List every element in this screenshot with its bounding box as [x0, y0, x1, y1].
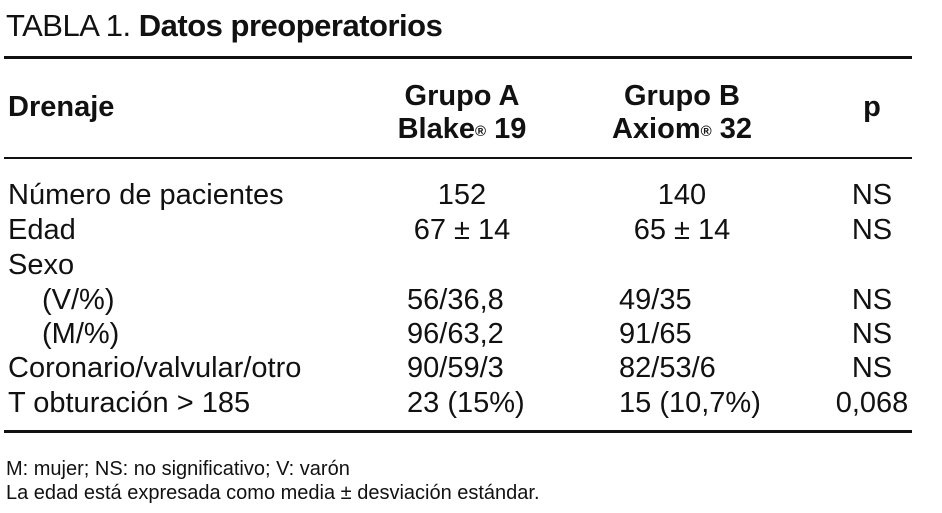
header-p: p	[863, 91, 881, 123]
row-value-a: 152	[437, 179, 487, 211]
row-value-a: 56/36,8	[407, 284, 504, 316]
row-label: (M/%)	[42, 318, 120, 350]
header-group-b-num: 32	[719, 113, 753, 145]
top-rule	[4, 56, 912, 59]
header-group-b-line1: Grupo B	[624, 80, 740, 112]
row-value-b: 65 ± 14	[633, 214, 731, 246]
header-group-b-brand: Axiom	[611, 113, 701, 145]
row-value-p: NS	[851, 214, 893, 246]
row-label: T obturación > 185	[8, 387, 251, 419]
footnote: M: mujer; NS: no significativo; V: varón	[6, 458, 350, 480]
header-group-a-line1: Grupo A	[404, 80, 520, 112]
row-value-a: 67 ± 14	[413, 214, 511, 246]
row-value-b: 82/53/6	[619, 352, 716, 384]
row-label: Coronario/valvular/otro	[8, 352, 302, 384]
header-rule	[4, 157, 912, 159]
row-value-a: 23 (15%)	[407, 387, 525, 419]
header-drenaje: Drenaje	[8, 91, 115, 123]
row-value-p: 0,068	[835, 387, 909, 419]
row-value-b: 15 (10,7%)	[619, 387, 761, 419]
row-value-p: NS	[851, 179, 893, 211]
row-value-a: 90/59/3	[407, 352, 504, 384]
row-value-b: 91/65	[619, 318, 692, 350]
row-label: Sexo	[8, 249, 75, 281]
registered-mark-a: ®	[475, 123, 487, 140]
row-value-p: NS	[851, 352, 893, 384]
row-value-a: 96/63,2	[407, 318, 504, 350]
row-value-b: 49/35	[619, 284, 692, 316]
registered-mark-b: ®	[700, 123, 712, 140]
row-value-p: NS	[851, 284, 893, 316]
header-group-a: Grupo A Blake® 19	[372, 80, 552, 146]
row-value-p: NS	[851, 318, 893, 350]
row-value-b: 140	[657, 179, 707, 211]
table-number: TABLA 1.	[6, 8, 131, 43]
header-group-b: Grupo B Axiom® 32	[592, 80, 772, 146]
footnote: La edad está expresada como media ± desv…	[6, 482, 540, 504]
row-label: Número de pacientes	[8, 179, 284, 211]
table-caption: Datos preoperatorios	[138, 8, 443, 43]
table-title: TABLA 1. Datos preoperatorios	[6, 8, 443, 44]
row-label: (V/%)	[42, 284, 115, 316]
bottom-rule	[4, 430, 912, 433]
header-group-a-line2: Blake® 19	[372, 113, 552, 146]
row-label: Edad	[8, 214, 76, 246]
header-group-b-line2: Axiom® 32	[592, 113, 772, 146]
header-group-a-num: 19	[494, 113, 527, 145]
header-group-a-brand: Blake	[397, 113, 475, 145]
